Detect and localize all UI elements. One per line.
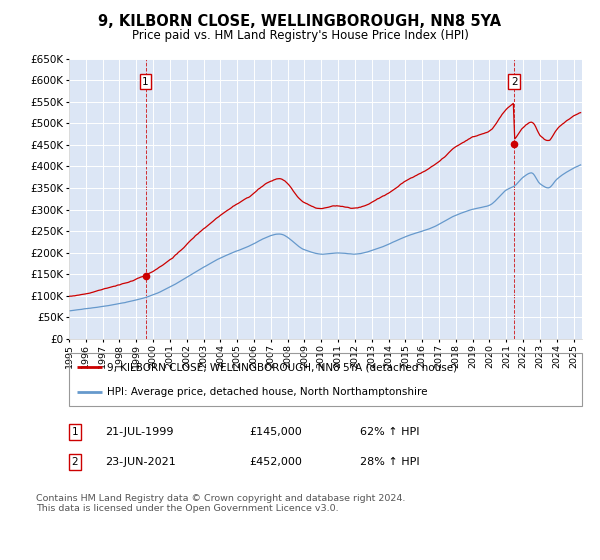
Text: 28% ↑ HPI: 28% ↑ HPI — [360, 457, 419, 467]
Text: HPI: Average price, detached house, North Northamptonshire: HPI: Average price, detached house, Nort… — [107, 386, 428, 396]
Text: 9, KILBORN CLOSE, WELLINGBOROUGH, NN8 5YA (detached house): 9, KILBORN CLOSE, WELLINGBOROUGH, NN8 5Y… — [107, 362, 458, 372]
Text: 23-JUN-2021: 23-JUN-2021 — [105, 457, 176, 467]
Text: £452,000: £452,000 — [249, 457, 302, 467]
Text: 2: 2 — [71, 457, 79, 467]
Text: 9, KILBORN CLOSE, WELLINGBOROUGH, NN8 5YA: 9, KILBORN CLOSE, WELLINGBOROUGH, NN8 5Y… — [98, 14, 502, 29]
Text: 21-JUL-1999: 21-JUL-1999 — [105, 427, 173, 437]
Text: 2: 2 — [511, 77, 518, 87]
Text: 1: 1 — [71, 427, 79, 437]
Text: Price paid vs. HM Land Registry's House Price Index (HPI): Price paid vs. HM Land Registry's House … — [131, 29, 469, 42]
Text: £145,000: £145,000 — [249, 427, 302, 437]
Text: Contains HM Land Registry data © Crown copyright and database right 2024.
This d: Contains HM Land Registry data © Crown c… — [36, 494, 406, 514]
Text: 1: 1 — [142, 77, 149, 87]
Text: 62% ↑ HPI: 62% ↑ HPI — [360, 427, 419, 437]
